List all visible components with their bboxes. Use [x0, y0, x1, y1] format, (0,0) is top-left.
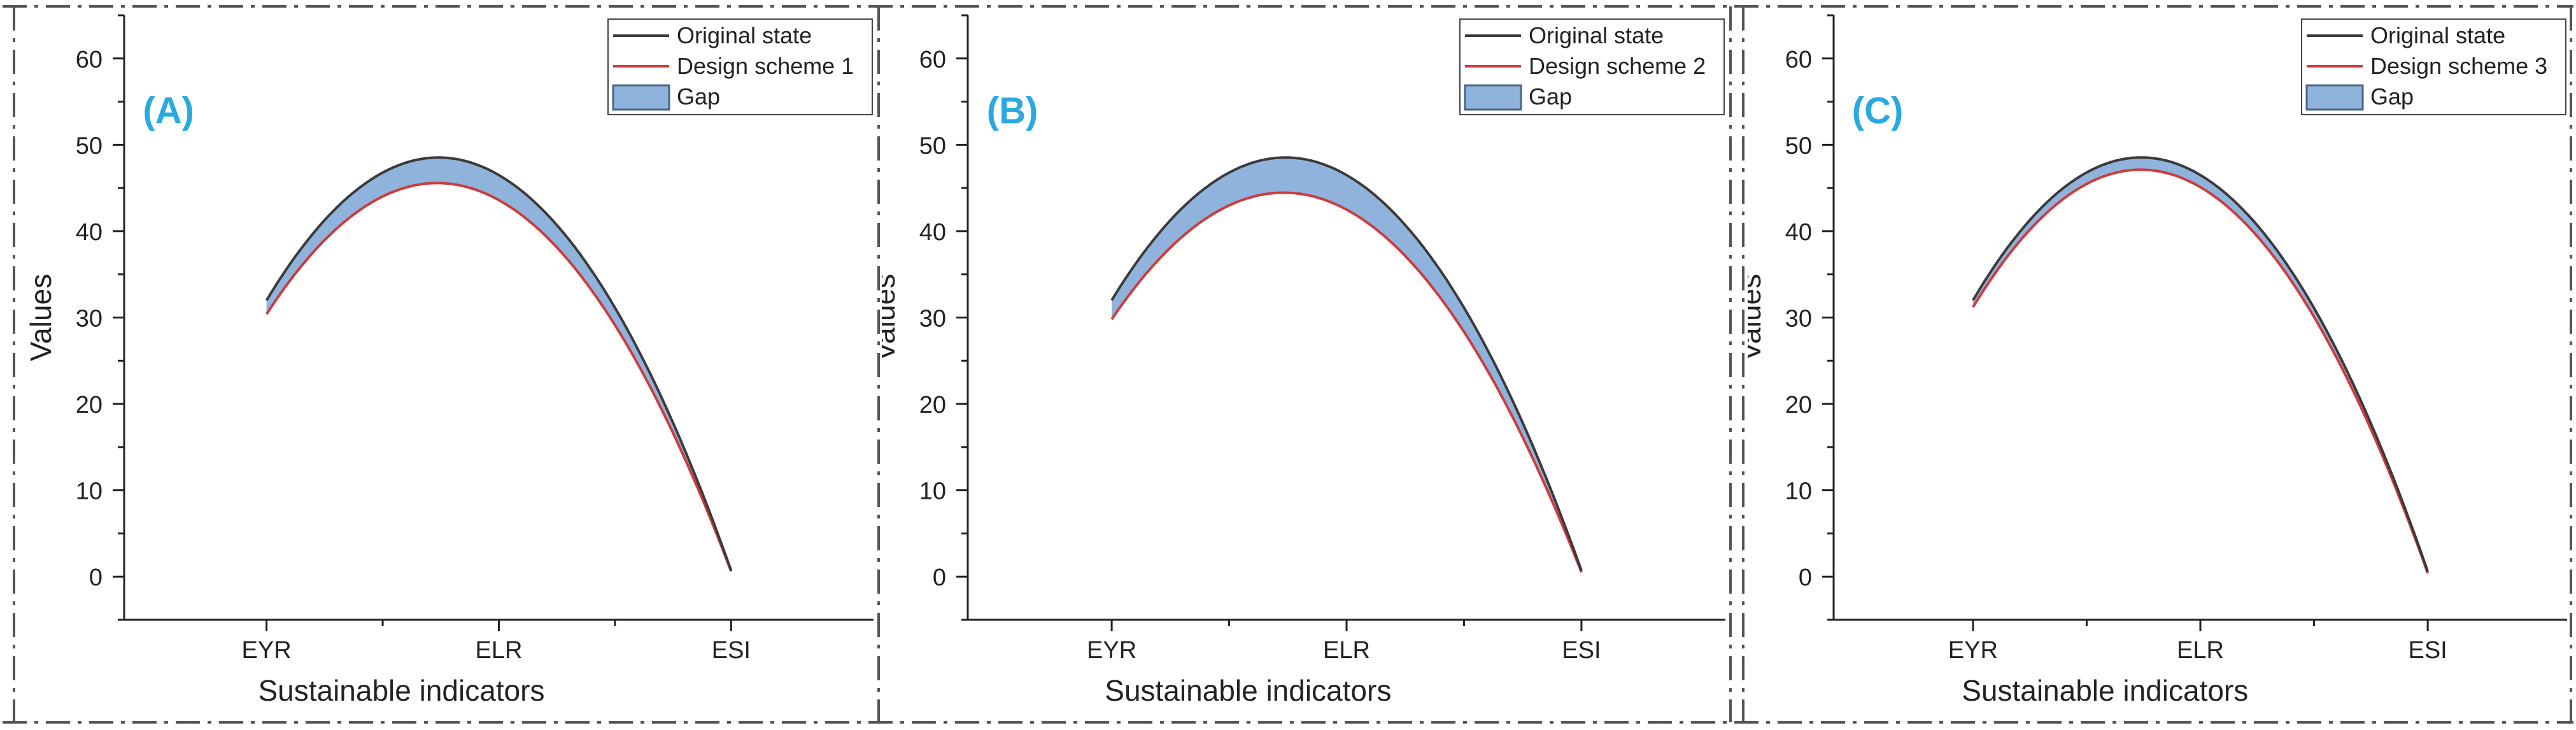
y-axis-title: Values — [24, 274, 57, 361]
y-tick-label: 50 — [76, 132, 103, 159]
y-tick-label: 40 — [1785, 219, 1812, 246]
chart-panel-c: 0 10 20 30 40 50 60 EYR ELR ESI Sustainable indica… — [1748, 14, 2567, 707]
y-tick-label: 60 — [919, 47, 946, 73]
y-tick-label: 50 — [919, 132, 946, 159]
y-tick-label: 60 — [76, 47, 103, 73]
x-tick-label-esi: ESI — [2408, 637, 2447, 664]
legend-swatch-gap — [612, 84, 670, 111]
y-axis-title: Values — [882, 274, 901, 361]
y-tick-label: 30 — [76, 306, 103, 333]
x-axis-title: Sustainable indicators — [258, 674, 544, 707]
y-tick-label: 30 — [919, 306, 946, 333]
y-tick-label: 20 — [1785, 392, 1812, 419]
x-tick-label-eyr: EYR — [1087, 637, 1136, 664]
y-tick-label: 20 — [76, 392, 103, 419]
y-tick-label: 0 — [1799, 564, 1812, 591]
y-axis-title: Values — [1748, 274, 1767, 361]
x-tick-label-elr: ELR — [476, 637, 523, 664]
chart-panel-a: 0 10 20 30 40 50 60 EYR ELR ESI Sustainable indica… — [24, 14, 874, 707]
series-line-original-state — [1110, 156, 1583, 571]
gap-area — [1112, 157, 1582, 573]
legend-label: Design scheme 3 — [2370, 53, 2547, 79]
x-axis-title: Sustainable indicators — [1105, 674, 1391, 707]
x-tick-label-eyr: EYR — [242, 637, 292, 664]
series-line-design-scheme-1 — [265, 182, 733, 572]
chart-panel-b: 0 10 20 30 40 50 60 EYR ELR ESI Sustainable indica… — [882, 14, 1725, 707]
legend-label: Original state — [677, 22, 812, 48]
panel-label: (C) — [1852, 90, 1904, 131]
y-tick-label: 0 — [933, 564, 946, 591]
gap-area — [266, 157, 732, 572]
x-tick-label-esi: ESI — [1562, 637, 1601, 664]
legend-label: Gap — [1529, 83, 1572, 110]
legend-label: Gap — [677, 83, 720, 110]
legend-label: Original state — [1529, 22, 1664, 48]
x-tick-label-esi: ESI — [712, 637, 751, 664]
x-tick-label-elr: ELR — [1323, 637, 1370, 664]
legend-label: Design scheme 1 — [677, 53, 854, 79]
legend-swatch-gap — [2305, 84, 2364, 111]
series-line-original-state — [1972, 156, 2429, 572]
y-tick-label: 50 — [1785, 132, 1812, 159]
y-tick-label: 40 — [919, 219, 946, 246]
y-tick-label: 0 — [89, 564, 103, 591]
legend-swatch-gap — [1464, 84, 1522, 111]
series-line-design-scheme-2 — [1110, 191, 1583, 573]
series-line-original-state — [265, 156, 733, 571]
series-line-design-scheme-3 — [1972, 168, 2429, 574]
legend-label: Gap — [2370, 83, 2414, 110]
y-tick-label: 10 — [919, 478, 946, 505]
panel-label: (B) — [987, 90, 1038, 131]
x-tick-label-eyr: EYR — [1948, 637, 1998, 664]
x-axis-title: Sustainable indicators — [1962, 674, 2248, 707]
panel-label: (A) — [143, 90, 194, 131]
y-tick-label: 60 — [1785, 47, 1812, 73]
legend-label: Design scheme 2 — [1529, 53, 1706, 79]
x-tick-label-elr: ELR — [2177, 637, 2224, 664]
y-tick-label: 40 — [76, 219, 103, 246]
y-tick-label: 30 — [1785, 306, 1812, 333]
legend-label: Original state — [2370, 22, 2505, 48]
y-tick-label: 10 — [76, 478, 103, 505]
y-tick-label: 20 — [919, 392, 946, 419]
y-tick-label: 10 — [1785, 478, 1812, 505]
